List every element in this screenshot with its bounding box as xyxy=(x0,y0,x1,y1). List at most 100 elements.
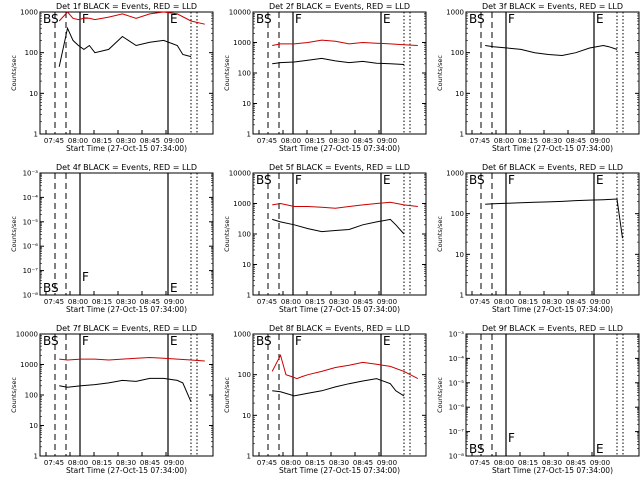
x-axis-label: Start Time (27-Oct-15 07:34:00) xyxy=(66,305,187,314)
marker-e: E xyxy=(170,334,178,348)
y-axis-label: Counts/sec xyxy=(436,377,444,413)
x-axis-label: Start Time (27-Oct-15 07:34:00) xyxy=(492,305,613,314)
x-tick-label: 08:30 xyxy=(329,298,349,306)
y-tick-label: 1000 xyxy=(446,170,464,178)
plot-frame xyxy=(465,333,640,457)
x-tick-label: 08:45 xyxy=(566,298,586,306)
x-tick-label: 08:15 xyxy=(518,459,538,467)
y-tick-label: 10000 xyxy=(16,331,38,339)
x-tick-label: 07:45 xyxy=(470,459,490,467)
y-tick-label: 1000 xyxy=(233,39,251,47)
y-tick-label: 10 xyxy=(242,412,251,420)
x-tick-label: 08:15 xyxy=(518,298,538,306)
y-tick-label: 10⁻³ xyxy=(449,331,465,339)
plot-frame xyxy=(39,11,214,135)
series-events-line xyxy=(485,198,623,239)
x-tick-label: 07:45 xyxy=(44,298,64,306)
marker-bs: BS xyxy=(43,12,59,26)
x-tick-label: 08:15 xyxy=(305,459,325,467)
x-tick-label: 07:45 xyxy=(470,137,490,145)
panel-det-7: Det 7f BLACK = Events, RED = LLD 1 10 100 10… xyxy=(10,324,214,475)
x-axis-label: Start Time (27-Oct-15 07:34:00) xyxy=(279,305,400,314)
x-tick-label: 08:45 xyxy=(140,137,160,145)
x-tick-label: 08:00 xyxy=(494,459,514,467)
y-axis-label: Counts/sec xyxy=(436,216,444,252)
plot-frame xyxy=(39,172,214,296)
series-events-line xyxy=(485,44,618,57)
y-axis-label: Counts/sec xyxy=(223,377,231,413)
x-tick-label: 09:00 xyxy=(164,459,184,467)
y-tick-label: 100 xyxy=(25,392,38,400)
y-tick-label: 1000 xyxy=(20,9,38,17)
panel-det-1: Det 1f BLACK = Events, RED = LLD 1 10 100 10… xyxy=(10,2,214,153)
series-events-line xyxy=(272,57,405,65)
x-tick-label: 08:15 xyxy=(92,459,112,467)
panel-det-8: Det 8f BLACK = Events, RED = LLD 1 10 100 10… xyxy=(223,324,427,475)
y-tick-label: 10 xyxy=(29,90,38,98)
y-tick-label: 10⁻⁷ xyxy=(449,428,465,436)
panel-det-6: Det 6f BLACK = Events, RED = LLD 1 10 100 10… xyxy=(436,163,640,314)
y-tick-label: 10⁻⁵ xyxy=(449,379,465,387)
y-tick-label: 10000 xyxy=(229,9,251,17)
marker-f: F xyxy=(295,334,302,348)
y-tick-label: 100 xyxy=(238,70,251,78)
panel-det-9: Det 9f BLACK = Events, RED = LLD 10⁻⁸ 10⁻⁷… xyxy=(436,324,640,475)
x-tick-label: 08:00 xyxy=(494,298,514,306)
y-tick-label: 10⁻⁴ xyxy=(23,194,39,202)
y-tick-label: 10⁻⁸ xyxy=(23,292,39,300)
y-axis-label: Counts/sec xyxy=(223,216,231,252)
x-axis-label: Start Time (27-Oct-15 07:34:00) xyxy=(279,466,400,475)
y-tick-label: 100 xyxy=(238,371,251,379)
marker-bs: BS xyxy=(256,12,272,26)
marker-e: E xyxy=(383,12,391,26)
x-tick-label: 08:00 xyxy=(68,459,88,467)
x-tick-label: 09:00 xyxy=(590,137,610,145)
marker-e: E xyxy=(383,173,391,187)
plot-frame xyxy=(465,172,640,296)
x-tick-label: 08:45 xyxy=(566,459,586,467)
y-tick-label: 100 xyxy=(451,49,464,57)
x-tick-label: 09:00 xyxy=(590,459,610,467)
marker-bs: BS xyxy=(469,442,485,456)
x-tick-label: 07:45 xyxy=(257,137,277,145)
x-tick-label: 08:30 xyxy=(116,459,136,467)
panel-title: Det 1f BLACK = Events, RED = LLD xyxy=(56,2,197,11)
marker-e: E xyxy=(383,334,391,348)
y-tick-label: 1 xyxy=(247,131,251,139)
marker-f: F xyxy=(295,12,302,26)
y-axis-label: Counts/sec xyxy=(223,55,231,91)
plot-frame xyxy=(252,333,427,457)
y-tick-label: 1000 xyxy=(446,9,464,17)
marker-e: E xyxy=(596,173,604,187)
marker-bs: BS xyxy=(43,281,59,295)
panel-det-2: Det 2f BLACK = Events, RED = LLD 1 10 100 10… xyxy=(223,2,427,153)
panel-title: Det 2f BLACK = Events, RED = LLD xyxy=(269,2,410,11)
marker-e: E xyxy=(170,12,178,26)
y-tick-label: 10⁻⁵ xyxy=(23,218,39,226)
x-tick-label: 07:45 xyxy=(44,137,64,145)
x-tick-label: 07:45 xyxy=(470,298,490,306)
marker-e: E xyxy=(170,281,178,295)
y-tick-label: 10 xyxy=(242,100,251,108)
x-tick-label: 08:30 xyxy=(542,298,562,306)
x-tick-label: 08:45 xyxy=(353,298,373,306)
marker-f: F xyxy=(508,173,515,187)
x-tick-label: 08:00 xyxy=(281,459,301,467)
y-tick-label: 10⁻⁶ xyxy=(449,404,465,412)
y-tick-label: 1000 xyxy=(20,361,38,369)
y-tick-label: 100 xyxy=(238,231,251,239)
x-tick-label: 08:45 xyxy=(140,459,160,467)
marker-f: F xyxy=(508,12,515,26)
marker-bs: BS xyxy=(256,334,272,348)
plot-frame xyxy=(465,11,640,135)
panel-det-4: Det 4f BLACK = Events, RED = LLD 10⁻⁸ 10⁻⁷… xyxy=(10,163,214,314)
x-tick-label: 09:00 xyxy=(164,137,184,145)
y-axis-label: Counts/sec xyxy=(10,377,18,413)
series-lld-line xyxy=(58,11,205,25)
panel-det-5: Det 5f BLACK = Events, RED = LLD 1 10 100 10… xyxy=(223,163,427,314)
x-tick-label: 09:00 xyxy=(377,137,397,145)
y-tick-label: 10⁻⁴ xyxy=(449,355,465,363)
x-tick-label: 08:45 xyxy=(566,137,586,145)
y-tick-label: 1000 xyxy=(233,331,251,339)
